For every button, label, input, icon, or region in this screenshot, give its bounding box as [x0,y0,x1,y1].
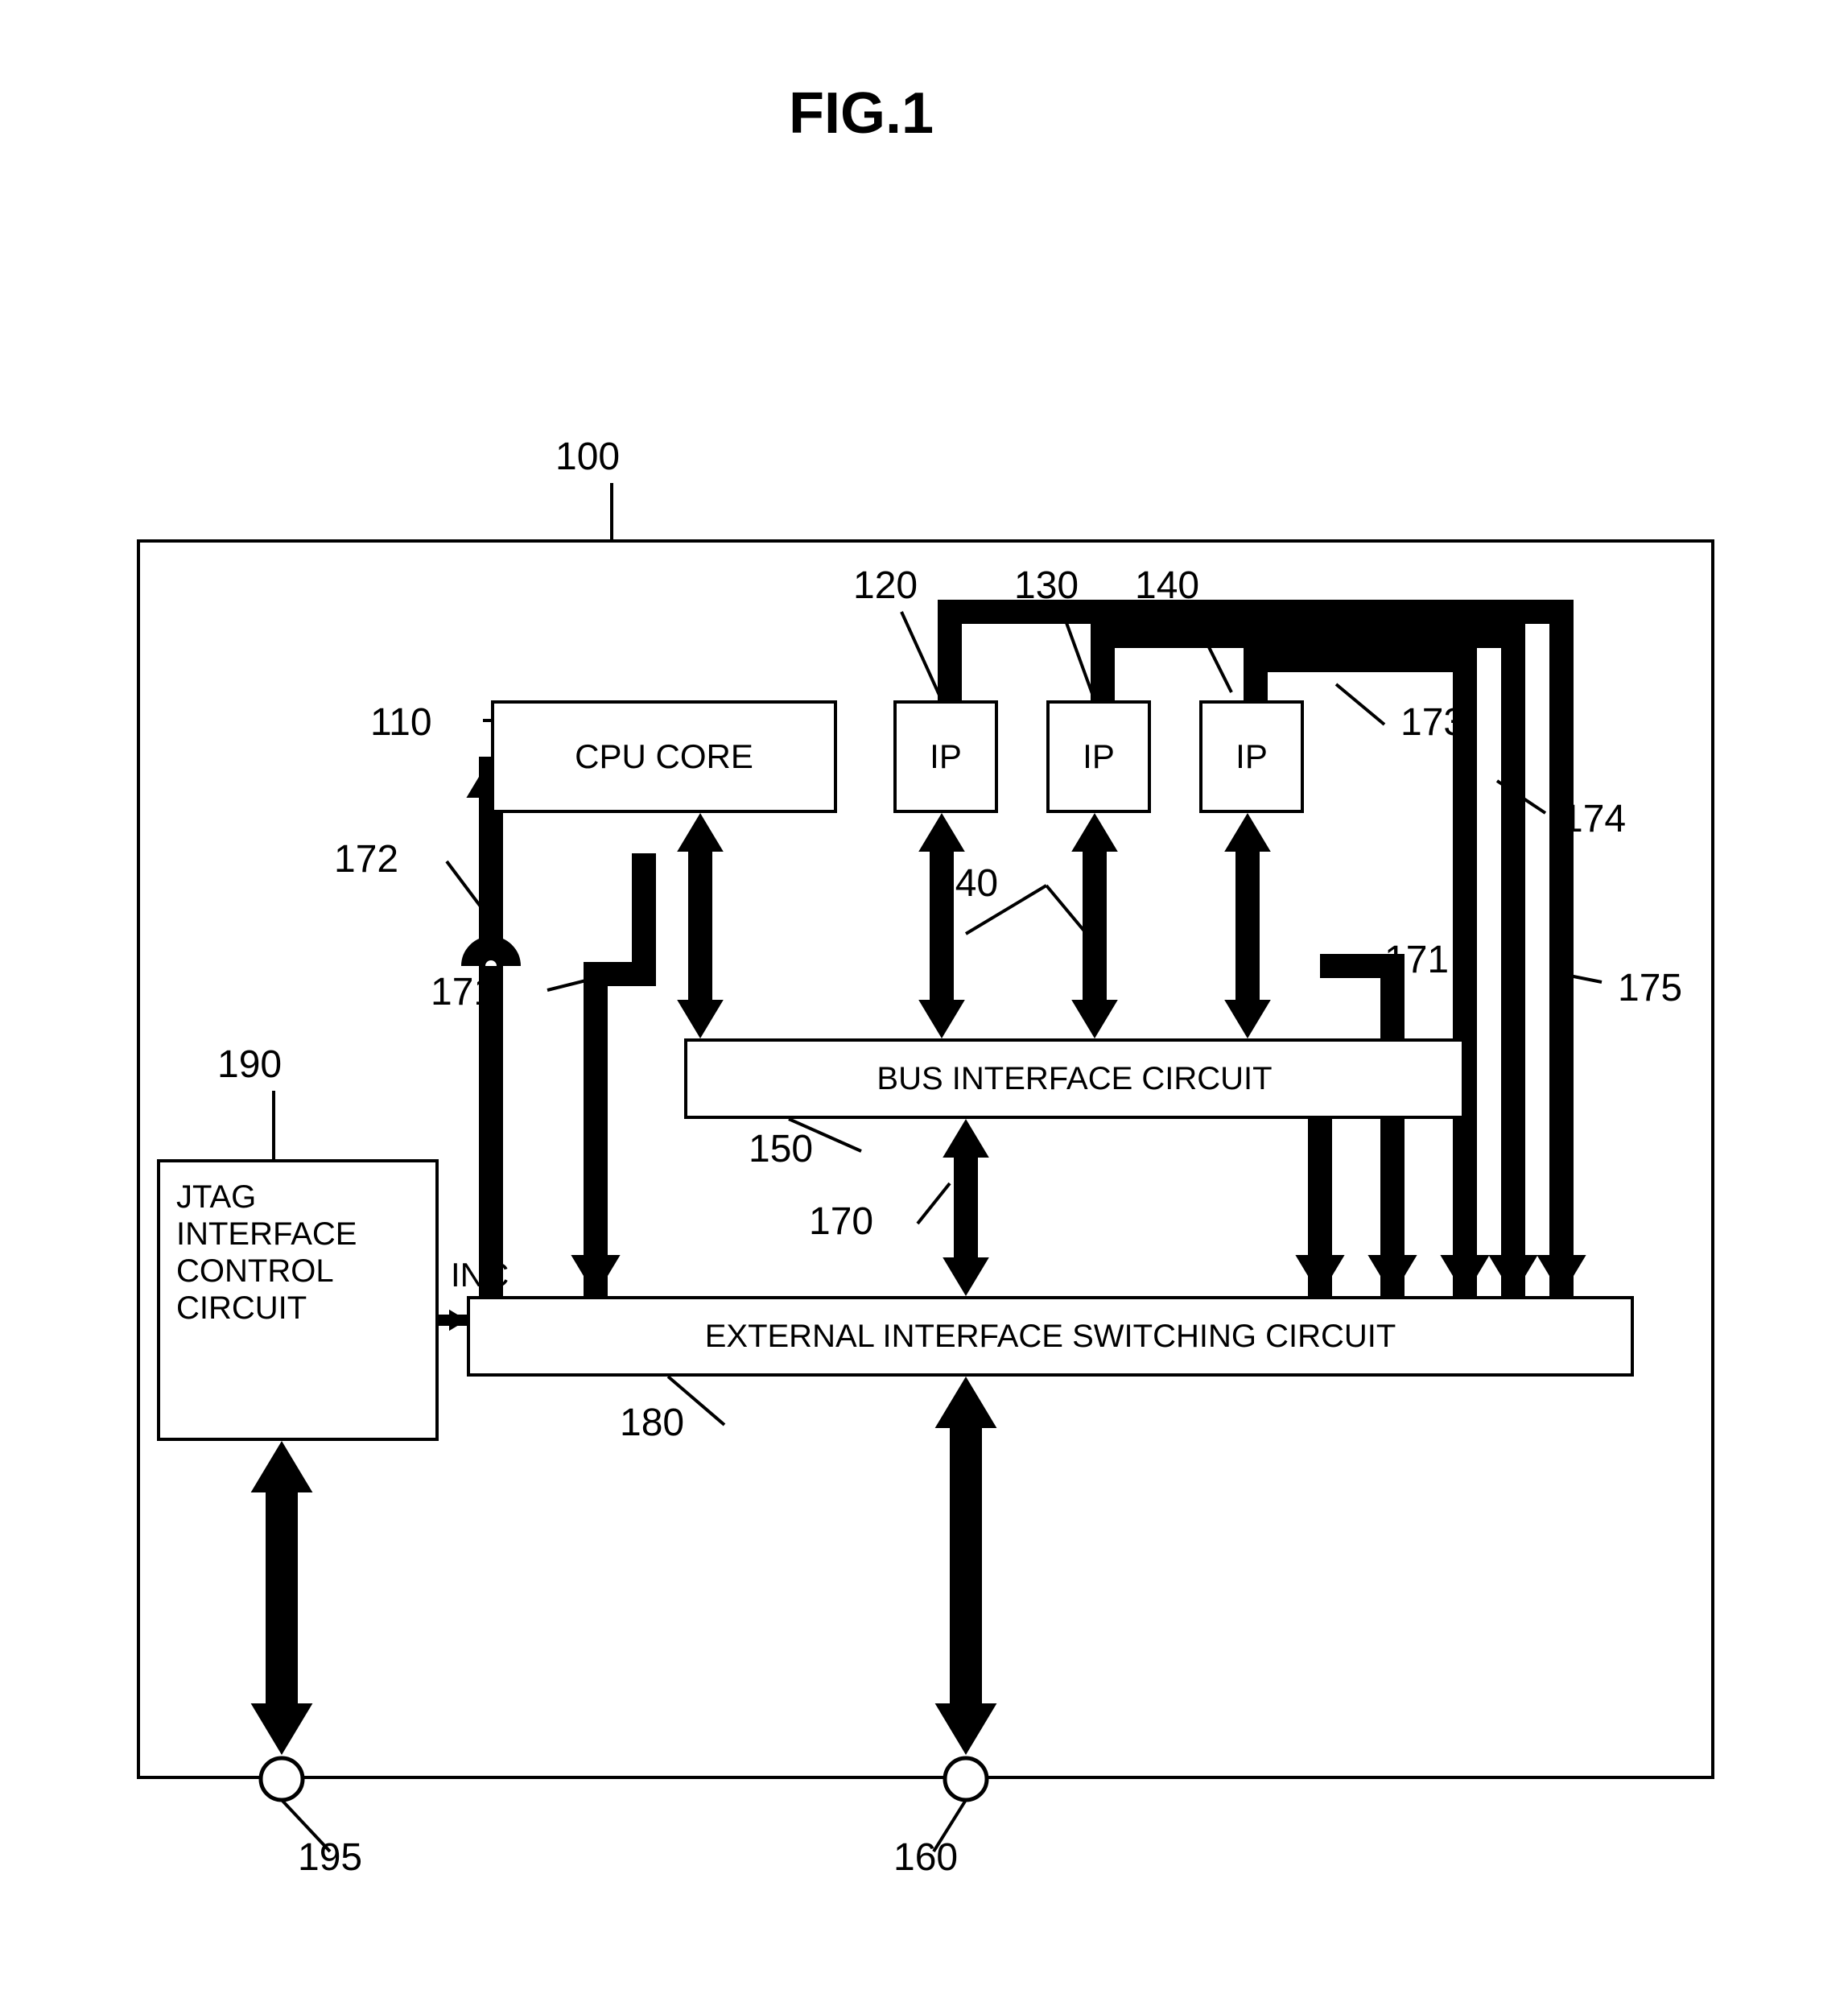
label-n110: 110 [370,700,432,745]
canvas: FIG.1 CPU CORE IP IP IP BUS INTERFACE CI… [0,0,1848,1998]
label-n171a: 171 [431,970,495,1014]
external-interface-block: EXTERNAL INTERFACE SWITCHING CIRCUIT [467,1296,1634,1377]
cpu-core-block: CPU CORE [491,700,837,813]
label-n150: 150 [749,1127,813,1171]
ip-block-1: IP [893,700,998,813]
wires-layer [0,0,1848,1998]
label-n240: 240 [934,861,998,906]
ip-block-3: IP [1199,700,1304,813]
label-n173: 173 [1400,700,1465,745]
label-n175: 175 [1618,966,1682,1010]
ip-block-2: IP [1046,700,1151,813]
label-n172: 172 [334,837,398,881]
label-n140: 140 [1135,563,1199,608]
label-n190: 190 [217,1042,282,1087]
jtag-block: JTAG INTERFACE CONTROL CIRCUIT [157,1159,439,1441]
label-n170: 170 [809,1199,873,1244]
label-n171b: 171 [1384,938,1449,982]
label-n120: 120 [853,563,918,608]
bus-interface-block: BUS INTERFACE CIRCUIT [684,1038,1465,1119]
label-n195: 195 [298,1835,362,1880]
label-n174: 174 [1561,797,1626,841]
label-n100: 100 [555,435,620,479]
label-inc: INC [451,1256,509,1294]
jtag-block-label: JTAG INTERFACE CONTROL CIRCUIT [176,1179,419,1327]
label-n160: 160 [893,1835,958,1880]
label-n130: 130 [1014,563,1079,608]
label-n180: 180 [620,1401,684,1445]
